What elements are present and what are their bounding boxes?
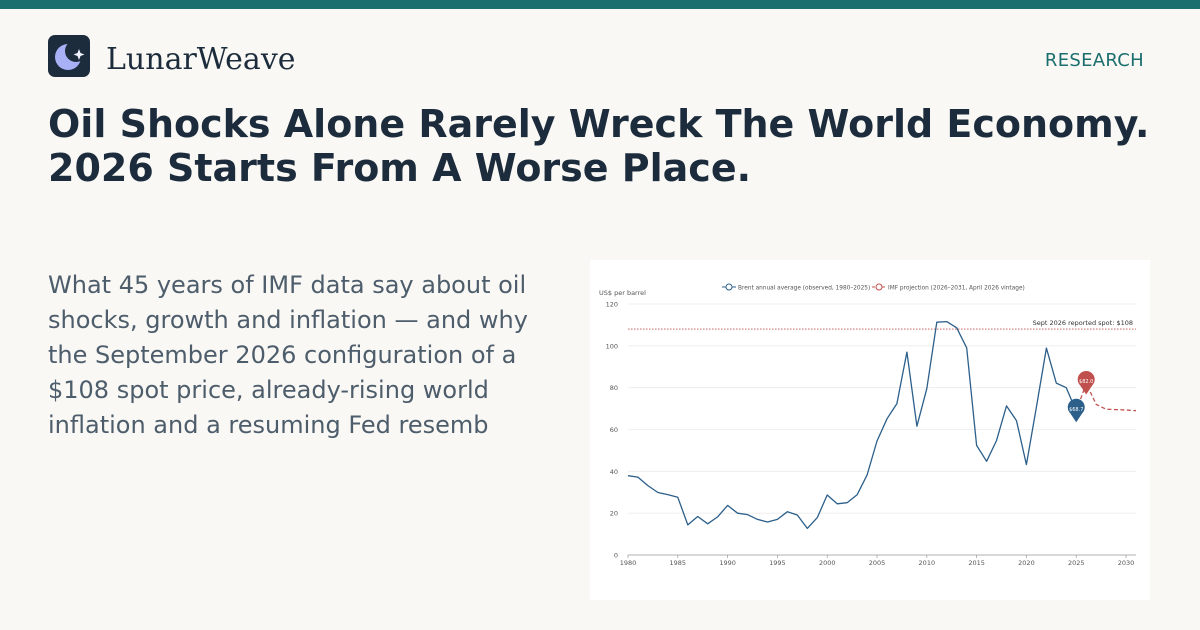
x-tick-label: 1990 <box>719 559 736 567</box>
chart-svg: 0 20 40 60 80 100 120 1980 1985 1990 1995 2000 2005 2… <box>599 283 1137 567</box>
y-tick-label: 40 <box>610 468 618 476</box>
pin-label: $82.0 <box>1079 379 1093 385</box>
reference-label: Sept 2026 reported spot: $108 <box>1033 319 1133 327</box>
y-tick-label: 0 <box>614 552 618 560</box>
y-tick-label: 120 <box>606 301 618 309</box>
headline-line-2: 2026 Starts From A Worse Place. <box>48 146 752 190</box>
x-tick-label: 2020 <box>1018 559 1035 567</box>
logo[interactable] <box>48 35 90 77</box>
section-label[interactable]: RESEARCH <box>1044 50 1144 71</box>
article-dek: What 45 years of IMF data say about oil … <box>48 271 528 439</box>
projection-pin: $82.0 <box>1077 370 1095 395</box>
x-tick-label: 1980 <box>620 559 637 567</box>
x-tick-label: 2010 <box>919 559 936 567</box>
observed-latest-pin: $68.7 <box>1067 398 1085 423</box>
top-accent-bar <box>0 0 1200 9</box>
x-tick-label: 2025 <box>1068 559 1085 567</box>
x-tick-label: 2005 <box>869 559 886 567</box>
y-tick-label: 20 <box>610 510 618 518</box>
moon-star-icon <box>48 35 90 77</box>
y-axis-label: US$ per barrel <box>599 289 646 297</box>
y-tick-label: 60 <box>610 426 618 434</box>
legend-marker <box>725 283 733 291</box>
legend-label: Brent annual average (observed, 1980–202… <box>738 285 870 291</box>
x-tick-label: 1995 <box>769 559 786 567</box>
pin-label: $68.7 <box>1069 407 1083 413</box>
pin-shape <box>1067 398 1085 423</box>
x-tick-label: 2015 <box>968 559 985 567</box>
oil-price-chart: 0 20 40 60 80 100 120 1980 1985 1990 1995 2000 2005 2… <box>590 260 1150 600</box>
legend-marker <box>875 283 883 291</box>
headline: Oil Shocks Alone Rarely Wreck The World … <box>48 102 1188 190</box>
x-tick-label: 1985 <box>670 559 687 567</box>
y-tick-label: 80 <box>610 384 618 392</box>
headline-line-1: Oil Shocks Alone Rarely Wreck The World … <box>48 102 1150 146</box>
legend-label: IMF projection (2026–2031, April 2026 vi… <box>888 285 1025 291</box>
brand-name[interactable]: LunarWeave <box>106 42 296 77</box>
pin-shape <box>1077 370 1095 395</box>
observed-series-line <box>627 320 1077 530</box>
y-tick-label: 100 <box>606 342 618 350</box>
x-tick-label: 2030 <box>1118 559 1135 567</box>
x-tick-label: 2000 <box>819 559 836 567</box>
